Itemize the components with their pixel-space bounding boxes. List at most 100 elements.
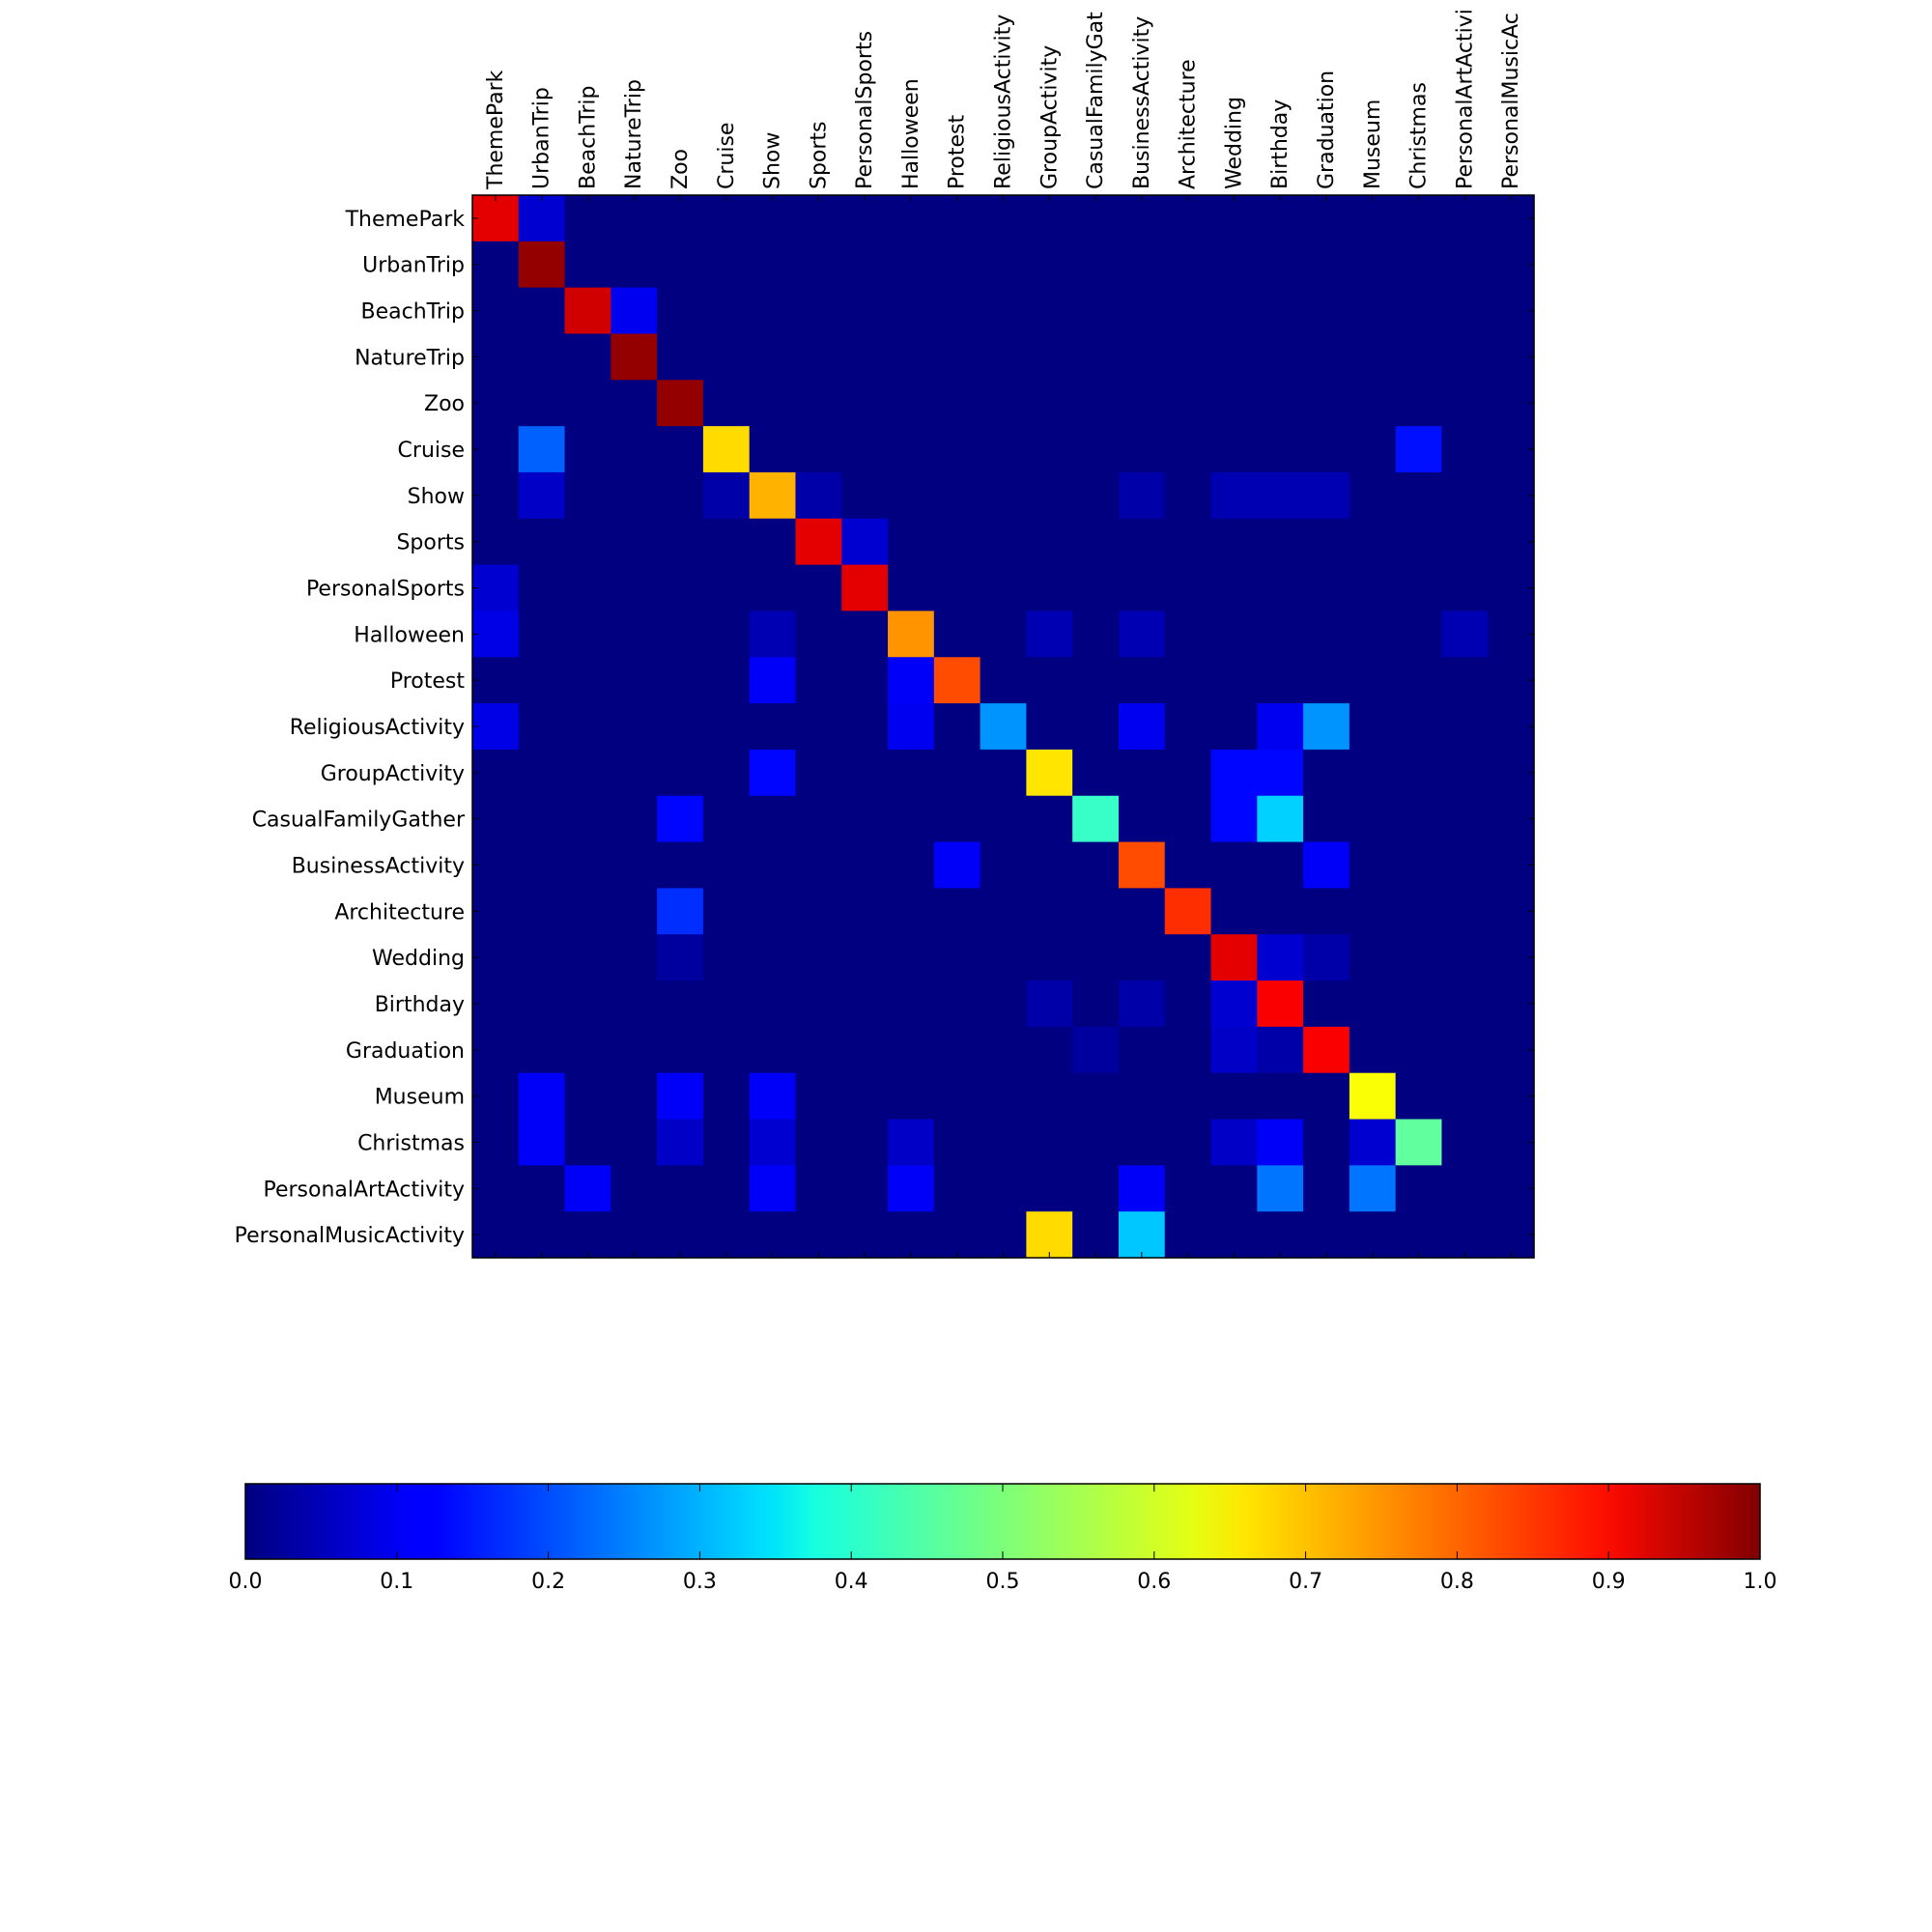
heatmap-cell — [1488, 1211, 1534, 1258]
heatmap-cell — [703, 426, 750, 472]
heatmap-cell — [519, 195, 565, 242]
heatmap-cell — [1303, 1027, 1350, 1073]
x-tick-label: ReligiousActivity — [992, 14, 1016, 189]
heatmap-cell — [1165, 565, 1211, 611]
heatmap-cell — [888, 888, 934, 934]
heatmap-cell — [611, 242, 657, 288]
heatmap-cell — [1026, 1211, 1072, 1258]
heatmap-cell — [934, 980, 980, 1027]
heatmap-cell — [1072, 1120, 1119, 1166]
x-tick-label: BeachTrip — [576, 86, 600, 189]
heatmap-cell — [565, 842, 611, 889]
heatmap-cell — [795, 565, 841, 611]
heatmap-cell — [1396, 980, 1442, 1027]
heatmap-cell — [1441, 1165, 1488, 1211]
heatmap-cell — [934, 703, 980, 750]
heatmap-cell — [519, 750, 565, 796]
heatmap-cell — [1119, 288, 1165, 334]
heatmap-cell — [888, 657, 934, 703]
heatmap-cell — [750, 1027, 796, 1073]
heatmap-cell — [1488, 380, 1534, 426]
heatmap-cell — [1211, 472, 1258, 519]
heatmap-cell — [1119, 657, 1165, 703]
heatmap-cell — [888, 750, 934, 796]
heatmap-cell — [519, 1165, 565, 1211]
heatmap-cell — [1026, 796, 1072, 842]
heatmap-cell — [519, 796, 565, 842]
heatmap-cell — [1026, 519, 1072, 565]
heatmap-cell — [657, 1027, 703, 1073]
heatmap-cell — [1165, 980, 1211, 1027]
heatmap-cell — [934, 888, 980, 934]
y-tick-label: PersonalSports — [306, 578, 465, 602]
heatmap-cell — [519, 888, 565, 934]
heatmap-cell — [1026, 1165, 1072, 1211]
heatmap-cell — [1026, 380, 1072, 426]
heatmap-cell — [519, 426, 565, 472]
heatmap-cell — [841, 380, 888, 426]
heatmap-cell — [611, 1165, 657, 1211]
heatmap-cell — [795, 380, 841, 426]
heatmap-cell — [934, 288, 980, 334]
heatmap-cell — [1441, 657, 1488, 703]
heatmap-cell — [1350, 1027, 1396, 1073]
heatmap-cell — [1072, 657, 1119, 703]
heatmap-cell — [841, 426, 888, 472]
heatmap-cell — [841, 1165, 888, 1211]
heatmap-cell — [565, 934, 611, 980]
heatmap-cell — [888, 426, 934, 472]
heatmap-cell — [795, 703, 841, 750]
heatmap-cell — [1026, 888, 1072, 934]
heatmap-cell — [1488, 426, 1534, 472]
heatmap-cell — [1488, 657, 1534, 703]
heatmap-cell — [1119, 426, 1165, 472]
heatmap-cell — [1303, 519, 1350, 565]
heatmap-cell — [1165, 288, 1211, 334]
heatmap-cell — [565, 611, 611, 657]
heatmap-cell — [1488, 934, 1534, 980]
heatmap-cell — [657, 288, 703, 334]
heatmap-cell — [703, 565, 750, 611]
heatmap-cell — [934, 333, 980, 380]
heatmap-cell — [1072, 195, 1119, 242]
heatmap-cell — [657, 1120, 703, 1166]
heatmap-cell — [1257, 1165, 1303, 1211]
heatmap-cell — [1350, 380, 1396, 426]
colorbar-tick-label: 0.1 — [380, 1570, 413, 1594]
heatmap-cell — [888, 980, 934, 1027]
heatmap-cell — [611, 472, 657, 519]
heatmap-cell — [472, 888, 519, 934]
heatmap-cell — [1488, 750, 1534, 796]
heatmap-cell — [1165, 703, 1211, 750]
heatmap-cell — [472, 195, 519, 242]
heatmap-cell — [1257, 657, 1303, 703]
heatmap-cell — [750, 472, 796, 519]
heatmap-cell — [657, 611, 703, 657]
heatmap-cell — [657, 842, 703, 889]
heatmap-cell — [565, 1120, 611, 1166]
heatmap-cell — [1072, 1073, 1119, 1120]
heatmap-cell — [472, 472, 519, 519]
heatmap-cell — [1303, 611, 1350, 657]
heatmap-cell — [472, 426, 519, 472]
heatmap-cell — [1303, 842, 1350, 889]
heatmap-cell — [750, 611, 796, 657]
heatmap-cell — [841, 934, 888, 980]
heatmap-cell — [980, 842, 1027, 889]
heatmap-cell — [1396, 1165, 1442, 1211]
heatmap-cell — [703, 1073, 750, 1120]
heatmap-cell — [519, 1027, 565, 1073]
heatmap-cell — [980, 611, 1027, 657]
heatmap-cell — [519, 242, 565, 288]
heatmap-cell — [1165, 333, 1211, 380]
y-tick-label: GroupActivity — [321, 762, 465, 786]
heatmap-cell — [750, 288, 796, 334]
heatmap-cell — [934, 380, 980, 426]
heatmap-cell — [519, 703, 565, 750]
heatmap-cell — [750, 195, 796, 242]
heatmap-cell — [1488, 333, 1534, 380]
heatmap-cell — [1165, 796, 1211, 842]
heatmap-cell — [1257, 796, 1303, 842]
heatmap-cell — [1396, 842, 1442, 889]
heatmap-cell — [980, 980, 1027, 1027]
